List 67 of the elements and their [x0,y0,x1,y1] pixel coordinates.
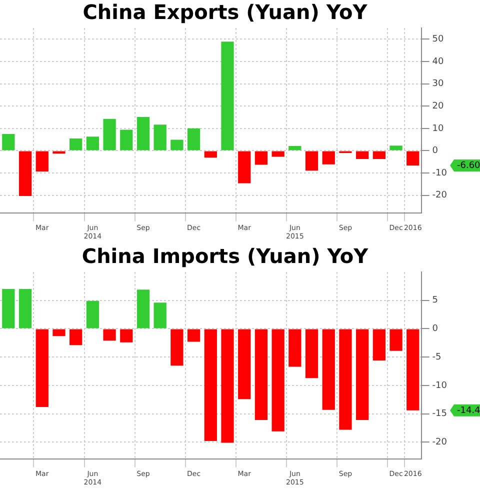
bar [288,146,302,150]
bar [390,329,402,351]
bar [2,289,15,328]
bar [322,329,335,410]
bar [36,329,48,408]
y-tick-label: -15 [432,409,448,420]
bar [238,151,251,184]
bar [187,128,200,150]
bar [221,42,234,150]
y-tick-label: 20 [432,101,444,112]
bar [120,329,133,342]
bar [36,151,48,172]
bar [70,329,82,346]
bar [204,151,217,158]
bar [272,151,284,157]
bar [288,329,302,367]
bar [18,151,32,196]
bar [86,300,100,328]
y-tick-label: 40 [432,56,444,67]
bar [322,151,335,164]
bar [2,134,15,150]
bar [187,329,200,342]
bar [136,290,150,328]
bar [221,329,234,443]
bar [372,329,386,360]
y-tick-label: 5 [432,296,438,306]
y-tick-label: -5 [432,352,442,362]
bar [406,329,420,410]
bar [254,151,268,165]
bar [356,151,369,159]
bar [406,151,420,166]
bar [372,151,386,159]
y-tick-label: -10 [432,168,448,178]
chart-title: China Exports (Yuan) YoY [82,0,368,24]
bar [339,329,352,430]
bar [52,151,66,154]
bar [120,130,133,150]
y-tick-label: 0 [432,146,438,156]
y-tick-label: 0 [432,324,438,334]
bar [103,118,116,150]
y-tick-label: -10 [432,380,448,391]
bar [204,329,217,442]
bar [154,124,166,150]
bar [272,329,284,432]
y-tick-label: -20 [432,190,448,201]
bar [238,329,251,400]
bar [52,329,66,336]
bar [254,329,268,420]
bar [305,151,318,171]
bar [86,136,100,150]
bar [103,329,116,341]
bar [70,138,82,150]
y-tick-label: 50 [432,34,444,44]
bar [18,289,32,328]
bar [170,140,184,150]
bar [170,329,184,366]
chart-title: China Imports (Yuan) YoY [82,244,369,268]
y-tick-label: 10 [432,124,444,134]
text: -14.4 [457,406,480,416]
bar [305,329,318,378]
y-tick-label: 30 [432,79,444,90]
bar [154,302,166,328]
bar [356,329,369,420]
bar [390,146,402,150]
y-tick-label: -20 [432,438,448,448]
bar [136,117,150,150]
text: -6.60 [457,160,480,171]
